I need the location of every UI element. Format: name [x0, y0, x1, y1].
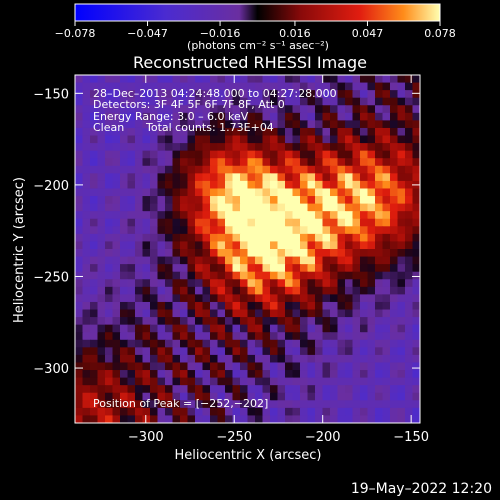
colorbar-tick-label: 0.016: [279, 27, 311, 40]
colorbar-ticks: −0.078 −0.047 −0.016 0.016 0.047 0.078: [55, 21, 456, 40]
colorbar: −0.078 −0.047 −0.016 0.016 0.047 0.078 (photo…: [55, 3, 456, 52]
y-axis-label: Heliocentric Y (arcsec): [12, 177, 27, 323]
x-tick-label: −200: [305, 430, 341, 445]
x-axis-label: Heliocentric X (arcsec): [175, 448, 322, 463]
colorbar-gradient: [74, 3, 441, 22]
colorbar-tick-label: −0.078: [55, 27, 96, 40]
plot-frame: [74, 74, 421, 424]
y-tick-label: −150: [33, 87, 69, 102]
colorbar-tick-label: 0.047: [352, 27, 384, 40]
chart-title: Reconstructed RHESSI Image: [133, 53, 367, 72]
y-tick-label: −250: [33, 270, 69, 285]
peak-position-label: Position of Peak = [−252,−202]: [93, 397, 268, 410]
x-tick-label: −300: [128, 430, 164, 445]
colorbar-units: (photons cm⁻² s⁻¹ asec⁻²): [187, 39, 329, 52]
x-axis-ticks: −300 −250 −200 −150: [128, 75, 429, 445]
x-tick-label: −150: [393, 430, 429, 445]
colorbar-tick-label: −0.016: [200, 27, 241, 40]
heatmap-image: [75, 75, 420, 423]
x-tick-label: −250: [216, 430, 252, 445]
total-counts-label: Total counts: 1.73E+04: [145, 121, 274, 134]
y-tick-label: −200: [33, 179, 69, 194]
y-tick-label: −300: [33, 362, 69, 377]
detectors-label: Detectors: 3F 4F 5F 6F 7F 8F, Att 0: [93, 98, 285, 111]
time-range-label: 28–Dec–2013 04:24:48.000 to 04:27:28.000: [93, 87, 337, 100]
generation-timestamp: 19–May–2022 12:20: [350, 481, 492, 497]
colorbar-tick-label: 0.078: [424, 27, 456, 40]
plot-area: −300 −250 −200 −150 −150 −200 −250 −300: [33, 74, 429, 445]
annotations: 28–Dec–2013 04:24:48.000 to 04:27:28.000…: [93, 87, 337, 410]
colorbar-tick-label: −0.047: [127, 27, 168, 40]
method-label: Clean: [93, 121, 124, 134]
energy-range-label: Energy Range: 3.0 – 6.0 keV: [93, 110, 249, 123]
y-axis-ticks: −150 −200 −250 −300: [33, 87, 420, 377]
